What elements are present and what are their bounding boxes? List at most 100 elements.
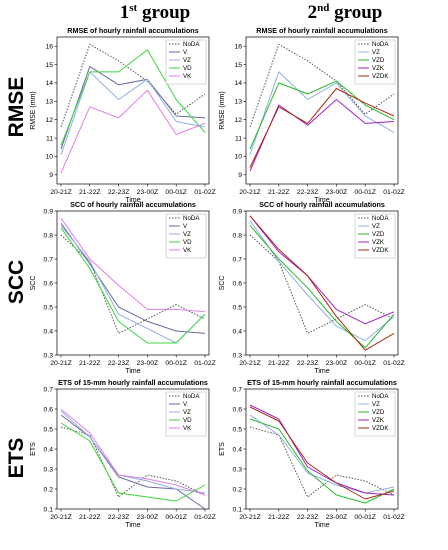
series-line-vd [60, 49, 206, 146]
y-tick-label: 0.8 [233, 232, 243, 239]
x-tick-label: 23-00Z [326, 189, 348, 196]
legend-entry-noda: NoDA [372, 215, 389, 222]
y-tick-label: 0.9 [233, 208, 243, 215]
y-tick-label: 0.7 [233, 256, 243, 263]
legend-entry-vz: VZ [372, 49, 380, 56]
legend-entry-noda: NoDA [372, 393, 389, 400]
x-axis-label: Time [314, 522, 329, 529]
x-tick-label: 20-21Z [239, 514, 261, 521]
legend-entry-vzdk: VZDK [372, 425, 389, 432]
row-label-ets: ETS [5, 438, 28, 479]
series-line-vzk [249, 99, 395, 172]
y-tick-label: 0.6 [44, 406, 54, 413]
y-tick-label: 0.3 [44, 466, 54, 473]
x-tick-label: 23-00Z [137, 189, 159, 196]
legend-entry-vz: VZ [372, 401, 380, 408]
series-line-vzd [249, 80, 395, 150]
legend-entry-noda: NoDA [183, 393, 200, 400]
x-tick-label: 20-21Z [239, 189, 261, 196]
y-tick-label: 0.3 [233, 466, 243, 473]
series-line-vzd [249, 418, 395, 504]
panel-6: ETS of 15-mm hourly rainfall accumulatio… [219, 378, 405, 529]
x-tick-label: 23-00Z [326, 360, 348, 367]
legend-box [354, 391, 396, 437]
x-axis-label: Time [125, 522, 140, 529]
row-label-rmse: RMSE [5, 77, 28, 138]
legend-entry-vz: VZ [183, 409, 191, 416]
y-axis-label: ETS [219, 442, 226, 456]
legend-box [165, 39, 207, 85]
y-tick-label: 9 [238, 172, 242, 179]
legend-entry-v: V [183, 401, 188, 408]
legend-entry-noda: NoDA [372, 41, 389, 48]
y-axis-label: SCC [30, 276, 37, 291]
x-tick-label: 00-01Z [354, 514, 376, 521]
y-tick-label: 0.5 [233, 304, 243, 311]
y-axis-label: SCC [219, 276, 226, 291]
y-tick-label: 0.6 [233, 406, 243, 413]
y-tick-label: 16 [234, 43, 242, 50]
x-tick-label: 20-21Z [239, 360, 261, 367]
x-tick-label: 23-00Z [137, 360, 159, 367]
panel-2: RMSE of hourly rainfall accumulations 9 10… [219, 26, 405, 204]
panel-title: ETS of 15-mm hourly rainfall accumulatio… [247, 378, 397, 387]
panel-3: SCC of hourly rainfall accumulations 0.3 0… [30, 200, 216, 375]
legend-entry-noda: NoDA [183, 215, 200, 222]
legend-entry-vd: VD [183, 239, 192, 246]
legend-box [354, 213, 396, 259]
x-tick-label: 20-21Z [50, 189, 72, 196]
x-tick-label: 00-01Z [354, 189, 376, 196]
series-line-noda [60, 426, 206, 498]
x-tick-label: 01-02Z [194, 360, 216, 367]
panel-5: ETS of 15-mm hourly rainfall accumulatio… [30, 378, 216, 529]
x-tick-label: 01-02Z [194, 514, 216, 521]
series-line-noda [249, 43, 395, 128]
panel-title: ETS of 15-mm hourly rainfall accumulatio… [58, 378, 208, 387]
x-axis-label: Time [125, 368, 140, 375]
y-axis-label: ETS [30, 442, 37, 456]
series-line-vz [60, 71, 206, 155]
y-tick-label: 0.7 [44, 386, 54, 393]
chart-panels: RMSE of hourly rainfall accumulations 9 10… [30, 26, 405, 529]
x-tick-label: 00-01Z [165, 360, 187, 367]
x-tick-label: 21-22Z [268, 189, 290, 196]
series-line-vz [249, 414, 395, 494]
y-tick-label: 14 [45, 80, 53, 87]
x-tick-label: 21-22Z [79, 189, 101, 196]
series-line-vzdk [249, 215, 395, 351]
panel-1: RMSE of hourly rainfall accumulations 9 10… [30, 26, 216, 204]
legend-entry-vzk: VZK [372, 65, 385, 72]
y-tick-label: 0.2 [44, 486, 54, 493]
legend-entry-vk: VK [183, 425, 192, 432]
x-tick-label: 22-23Z [297, 189, 319, 196]
series-line-vzk [249, 215, 395, 325]
x-tick-label: 20-21Z [50, 514, 72, 521]
series-line-vz [60, 410, 206, 494]
legend-box [165, 391, 207, 437]
y-tick-label: 15 [45, 62, 53, 69]
y-tick-label: 0.5 [233, 426, 243, 433]
legend-entry-vzd: VZD [372, 57, 385, 64]
x-tick-label: 22-23Z [297, 514, 319, 521]
y-tick-label: 12 [234, 117, 242, 124]
legend-entry-vzdk: VZDK [372, 73, 389, 80]
series-line-vzdk [249, 406, 395, 500]
y-axis-label: RMSE (mm) [30, 91, 37, 130]
series-line-v [60, 222, 206, 334]
row-label-scc: SCC [5, 260, 28, 304]
legend-entry-vzk: VZK [372, 417, 385, 424]
y-tick-label: 0.1 [233, 506, 243, 513]
y-tick-label: 10 [234, 154, 242, 161]
panel-4: SCC of hourly rainfall accumulations 0.3 0… [219, 200, 405, 375]
legend-entry-vd: VD [183, 417, 192, 424]
plot-frame [56, 36, 210, 185]
x-tick-label: 21-22Z [268, 360, 290, 367]
x-tick-label: 00-01Z [165, 514, 187, 521]
y-axis-label: RMSE (mm) [219, 91, 226, 130]
y-tick-label: 16 [45, 43, 53, 50]
x-tick-label: 01-02Z [194, 189, 216, 196]
x-axis-label: Time [314, 197, 329, 204]
legend-entry-vzd: VZD [372, 409, 385, 416]
y-tick-label: 0.6 [44, 280, 54, 287]
